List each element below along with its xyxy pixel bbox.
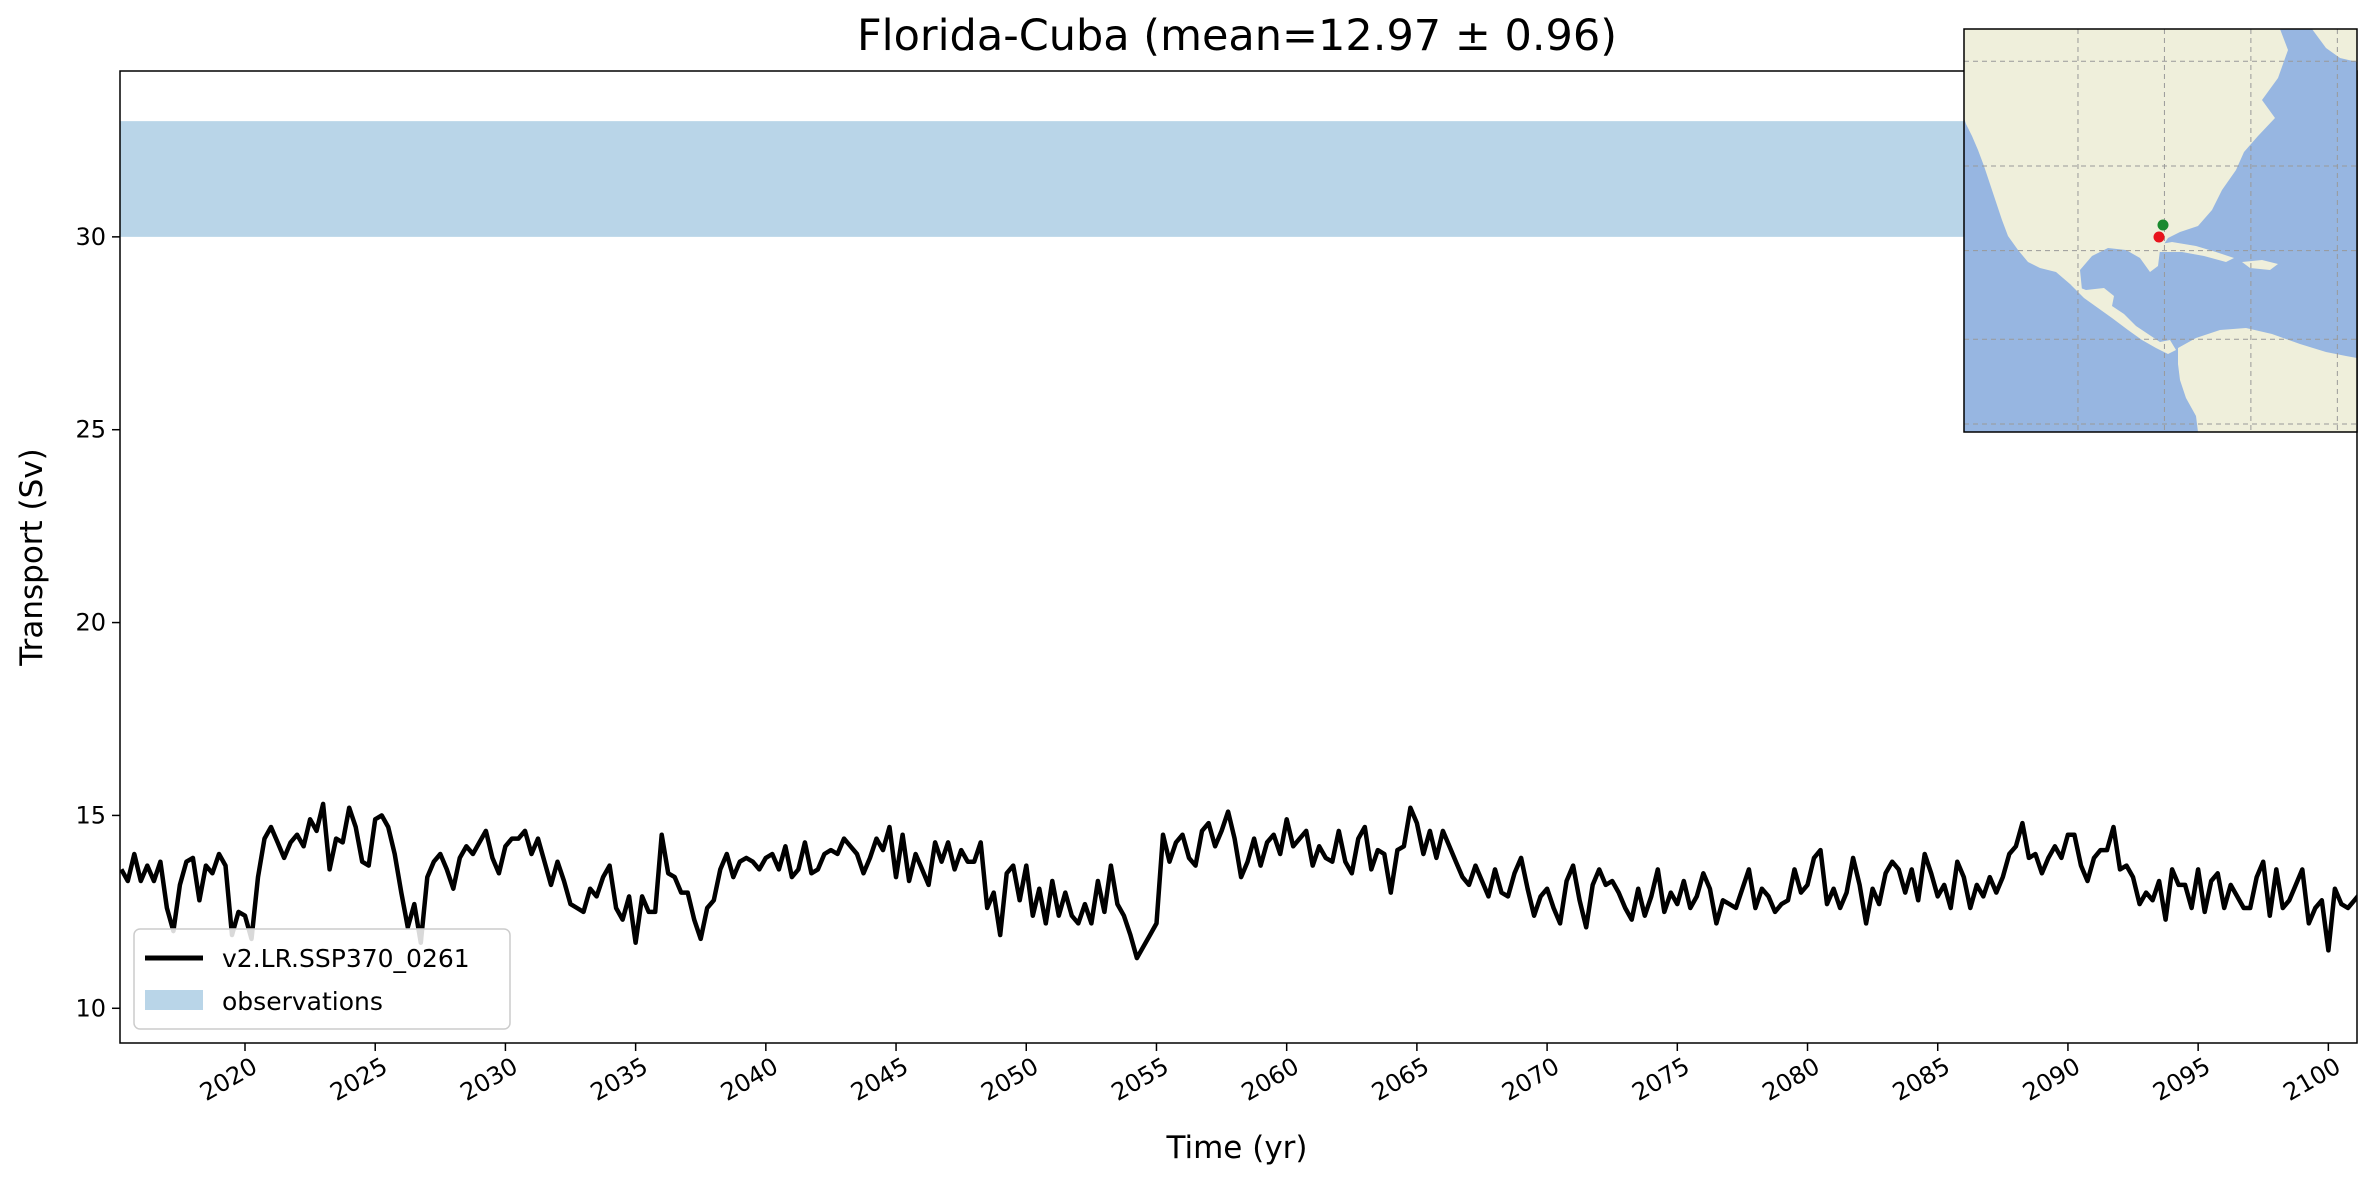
- x-tick-label: 2090: [2018, 1052, 2085, 1107]
- y-tick-label: 30: [75, 223, 106, 251]
- inset-map-frame: [1963, 28, 2358, 433]
- x-tick-label: 2065: [1367, 1052, 1434, 1107]
- series-line-layer: [120, 801, 2357, 961]
- legend-box: [133, 928, 511, 1030]
- y-tick-label: 20: [75, 609, 106, 637]
- x-axis-label: Time (yr): [1166, 1130, 1308, 1166]
- x-tick-label: 2045: [846, 1052, 913, 1107]
- plot-area: [119, 70, 2358, 1044]
- map-land-north-america: [1964, 29, 2288, 290]
- map-land-greenland: [2312, 29, 2357, 62]
- legend-label-observations: observations: [222, 987, 383, 1016]
- x-tick-label: 2050: [976, 1052, 1043, 1107]
- x-tick-label: 2070: [1497, 1052, 1564, 1107]
- map-marker-cuba: [2153, 231, 2165, 243]
- map-land-cuba: [2150, 242, 2234, 262]
- x-tick-label: 2095: [2148, 1052, 2215, 1107]
- series-line-0: [120, 801, 2357, 961]
- x-axis: 2020 2025 2030 2035 2040 2045 2050 2055 2060 2065…: [195, 1043, 2345, 1107]
- y-tick-label: 25: [75, 416, 106, 444]
- x-tick-label: 2085: [1888, 1052, 1955, 1107]
- inset-map: [1963, 28, 2358, 433]
- map-gridlines: [1964, 29, 2357, 432]
- y-axis-label: Transport (Sv): [14, 448, 50, 667]
- map-land-central-america: [2070, 284, 2176, 354]
- x-tick-label: 2030: [456, 1052, 523, 1107]
- x-tick-label: 2020: [195, 1052, 262, 1107]
- map-land-south-america: [2178, 328, 2357, 432]
- x-tick-label: 2055: [1107, 1052, 1174, 1107]
- legend-observations-swatch: [145, 990, 203, 1010]
- y-tick-label: 10: [75, 994, 106, 1022]
- x-tick-label: 2080: [1758, 1052, 1825, 1107]
- x-tick-label: 2060: [1237, 1052, 1304, 1107]
- chart-title: Florida-Cuba (mean=12.97 ± 0.96): [857, 11, 1617, 61]
- x-tick-label: 2040: [716, 1052, 783, 1107]
- y-tick-label: 15: [75, 801, 106, 829]
- x-tick-label: 2100: [2278, 1052, 2345, 1107]
- x-tick-label: 2075: [1627, 1052, 1694, 1107]
- map-marker-florida: [2157, 219, 2169, 231]
- legend-label-model: v2.LR.SSP370_0261: [222, 944, 470, 973]
- x-tick-label: 2025: [325, 1052, 392, 1107]
- y-axis: 10 15 20 25 30: [75, 223, 120, 1022]
- x-tick-label: 2035: [586, 1052, 653, 1107]
- legend: v2.LR.SSP370_0261 observations: [133, 928, 511, 1030]
